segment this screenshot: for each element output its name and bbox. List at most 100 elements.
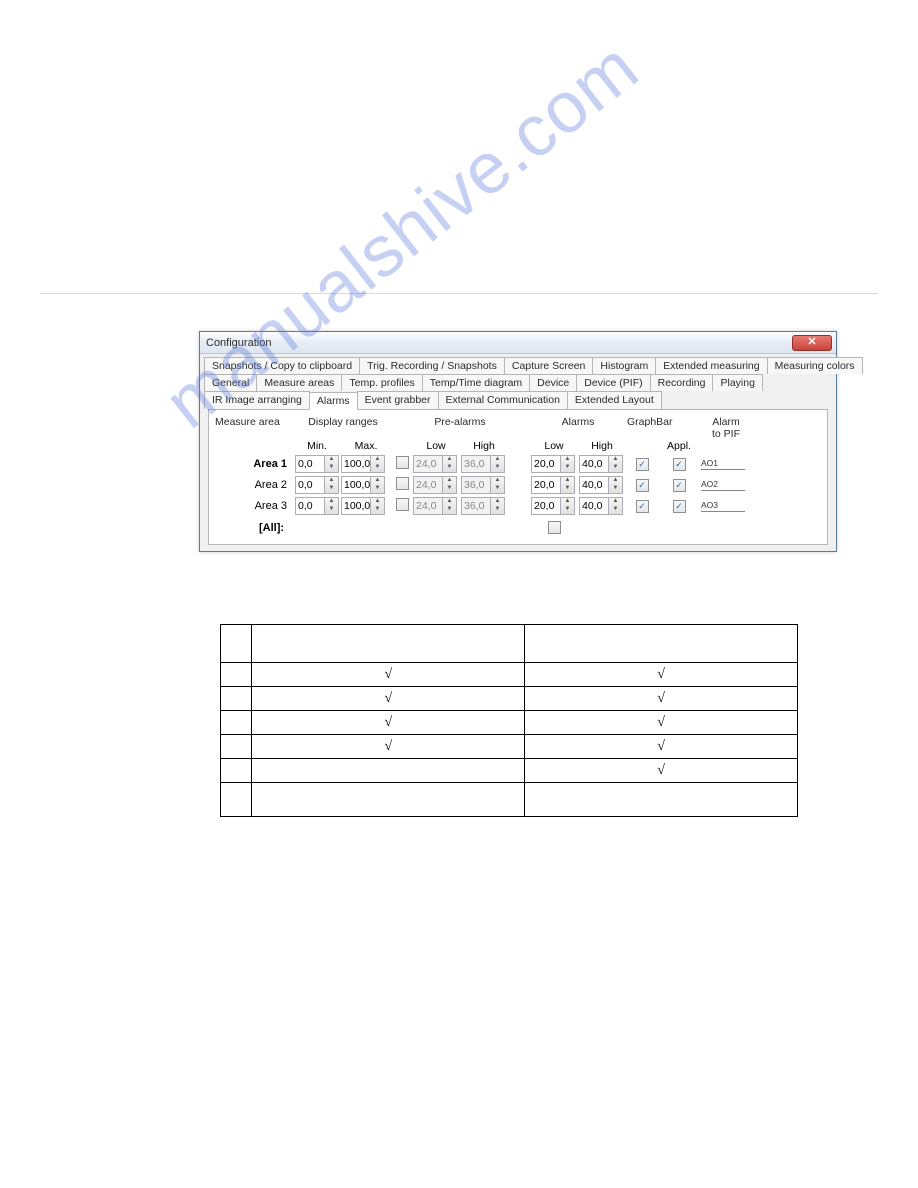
max-spinner-arrows[interactable]: ▲ ▼	[371, 455, 385, 473]
alarm-high-spinner-arrows[interactable]: ▲ ▼	[609, 497, 623, 515]
appl-checkbox[interactable]: ✓	[673, 458, 686, 471]
min-spinner-arrows[interactable]: ▲ ▼	[325, 476, 339, 494]
close-button[interactable]: ✕	[792, 335, 832, 351]
appl-checkbox[interactable]: ✓	[673, 479, 686, 492]
up-arrow-icon[interactable]: ▲	[325, 477, 338, 485]
prealarm-low-spinner[interactable]: ▲ ▼	[413, 476, 459, 494]
up-arrow-icon[interactable]: ▲	[443, 456, 456, 464]
alarm-high-spinner-input[interactable]	[579, 497, 609, 515]
tab-measure-areas[interactable]: Measure areas	[256, 374, 342, 391]
down-arrow-icon[interactable]: ▼	[561, 464, 574, 472]
tab-measuring-colors[interactable]: Measuring colors	[767, 357, 863, 374]
up-arrow-icon[interactable]: ▲	[371, 456, 384, 464]
prealarm-high-spinner[interactable]: ▲ ▼	[461, 455, 507, 473]
prealarm-enable-checkbox[interactable]	[396, 477, 409, 490]
tab-playing[interactable]: Playing	[712, 374, 762, 391]
up-arrow-icon[interactable]: ▲	[491, 477, 504, 485]
max-spinner[interactable]: ▲ ▼	[341, 476, 391, 494]
alarm-low-spinner-arrows[interactable]: ▲ ▼	[561, 476, 575, 494]
prealarm-high-spinner[interactable]: ▲ ▼	[461, 476, 507, 494]
prealarm-low-spinner[interactable]: ▲ ▼	[413, 497, 459, 515]
up-arrow-icon[interactable]: ▲	[371, 477, 384, 485]
min-spinner[interactable]: ▲ ▼	[295, 476, 339, 494]
prealarm-enable-checkbox[interactable]	[396, 456, 409, 469]
alarm-high-spinner[interactable]: ▲ ▼	[579, 455, 625, 473]
up-arrow-icon[interactable]: ▲	[561, 498, 574, 506]
tab-temp-profiles[interactable]: Temp. profiles	[341, 374, 422, 391]
alarm-low-spinner-arrows[interactable]: ▲ ▼	[561, 455, 575, 473]
tab-general[interactable]: General	[204, 374, 257, 391]
prealarm-high-spinner-input[interactable]	[461, 455, 491, 473]
alarm-low-spinner[interactable]: ▲ ▼	[531, 455, 577, 473]
tab-recording[interactable]: Recording	[650, 374, 714, 391]
down-arrow-icon[interactable]: ▼	[325, 506, 338, 514]
down-arrow-icon[interactable]: ▼	[325, 485, 338, 493]
prealarm-high-spinner[interactable]: ▲ ▼	[461, 497, 507, 515]
max-spinner-input[interactable]	[341, 476, 371, 494]
down-arrow-icon[interactable]: ▼	[561, 485, 574, 493]
tab-external-communication[interactable]: External Communication	[438, 391, 568, 409]
prealarm-low-spinner-input[interactable]	[413, 476, 443, 494]
min-spinner-arrows[interactable]: ▲ ▼	[325, 455, 339, 473]
tab-extended-layout[interactable]: Extended Layout	[567, 391, 662, 409]
tab-snapshots-clipboard[interactable]: Snapshots / Copy to clipboard	[204, 357, 360, 374]
min-spinner[interactable]: ▲ ▼	[295, 497, 339, 515]
min-spinner-input[interactable]	[295, 497, 325, 515]
down-arrow-icon[interactable]: ▼	[325, 464, 338, 472]
down-arrow-icon[interactable]: ▼	[491, 506, 504, 514]
down-arrow-icon[interactable]: ▼	[443, 464, 456, 472]
prealarm-low-spinner-input[interactable]	[413, 455, 443, 473]
up-arrow-icon[interactable]: ▲	[561, 477, 574, 485]
up-arrow-icon[interactable]: ▲	[609, 498, 622, 506]
down-arrow-icon[interactable]: ▼	[609, 464, 622, 472]
up-arrow-icon[interactable]: ▲	[443, 477, 456, 485]
down-arrow-icon[interactable]: ▼	[371, 506, 384, 514]
up-arrow-icon[interactable]: ▲	[325, 498, 338, 506]
graphbar-checkbox[interactable]: ✓	[636, 479, 649, 492]
up-arrow-icon[interactable]: ▲	[371, 498, 384, 506]
alarm-low-spinner-input[interactable]	[531, 476, 561, 494]
up-arrow-icon[interactable]: ▲	[491, 498, 504, 506]
tab-device[interactable]: Device	[529, 374, 577, 391]
min-spinner-input[interactable]	[295, 476, 325, 494]
max-spinner-arrows[interactable]: ▲ ▼	[371, 497, 385, 515]
up-arrow-icon[interactable]: ▲	[609, 456, 622, 464]
down-arrow-icon[interactable]: ▼	[561, 506, 574, 514]
tab-temp-time-diagram[interactable]: Temp/Time diagram	[422, 374, 530, 391]
prealarm-high-spinner-arrows[interactable]: ▲ ▼	[491, 497, 505, 515]
alarm-low-spinner[interactable]: ▲ ▼	[531, 497, 577, 515]
tab-histogram[interactable]: Histogram	[592, 357, 656, 374]
max-spinner-arrows[interactable]: ▲ ▼	[371, 476, 385, 494]
prealarm-low-spinner-arrows[interactable]: ▲ ▼	[443, 497, 457, 515]
alarm-low-spinner[interactable]: ▲ ▼	[531, 476, 577, 494]
prealarm-high-spinner-input[interactable]	[461, 497, 491, 515]
graphbar-checkbox[interactable]: ✓	[636, 458, 649, 471]
prealarm-low-spinner-input[interactable]	[413, 497, 443, 515]
up-arrow-icon[interactable]: ▲	[491, 456, 504, 464]
down-arrow-icon[interactable]: ▼	[371, 464, 384, 472]
prealarm-high-spinner-input[interactable]	[461, 476, 491, 494]
prealarm-low-spinner-arrows[interactable]: ▲ ▼	[443, 476, 457, 494]
down-arrow-icon[interactable]: ▼	[371, 485, 384, 493]
appl-checkbox[interactable]: ✓	[673, 500, 686, 513]
alarm-low-spinner-input[interactable]	[531, 455, 561, 473]
alarm-low-spinner-input[interactable]	[531, 497, 561, 515]
down-arrow-icon[interactable]: ▼	[491, 464, 504, 472]
tab-device-pif[interactable]: Device (PIF)	[576, 374, 650, 391]
tab-ir-image-arranging[interactable]: IR Image arranging	[204, 391, 310, 409]
tab-alarms[interactable]: Alarms	[309, 392, 358, 410]
alarm-high-spinner-arrows[interactable]: ▲ ▼	[609, 455, 623, 473]
max-spinner-input[interactable]	[341, 497, 371, 515]
min-spinner-input[interactable]	[295, 455, 325, 473]
prealarm-low-spinner[interactable]: ▲ ▼	[413, 455, 459, 473]
prealarm-low-spinner-arrows[interactable]: ▲ ▼	[443, 455, 457, 473]
tab-capture-screen[interactable]: Capture Screen	[504, 357, 594, 374]
prealarm-high-spinner-arrows[interactable]: ▲ ▼	[491, 455, 505, 473]
down-arrow-icon[interactable]: ▼	[609, 506, 622, 514]
max-spinner[interactable]: ▲ ▼	[341, 455, 391, 473]
max-spinner[interactable]: ▲ ▼	[341, 497, 391, 515]
min-spinner[interactable]: ▲ ▼	[295, 455, 339, 473]
max-spinner-input[interactable]	[341, 455, 371, 473]
tab-extended-measuring[interactable]: Extended measuring	[655, 357, 767, 374]
alarm-high-spinner[interactable]: ▲ ▼	[579, 476, 625, 494]
